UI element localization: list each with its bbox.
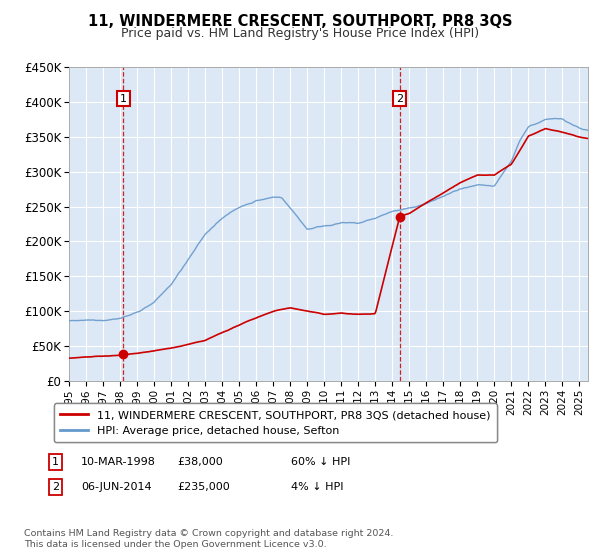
Text: 60% ↓ HPI: 60% ↓ HPI bbox=[291, 457, 350, 467]
Text: Contains HM Land Registry data © Crown copyright and database right 2024.
This d: Contains HM Land Registry data © Crown c… bbox=[24, 529, 394, 549]
Text: 11, WINDERMERE CRESCENT, SOUTHPORT, PR8 3QS: 11, WINDERMERE CRESCENT, SOUTHPORT, PR8 … bbox=[88, 14, 512, 29]
Text: 1: 1 bbox=[120, 94, 127, 104]
Text: 1: 1 bbox=[52, 457, 59, 467]
Text: Price paid vs. HM Land Registry's House Price Index (HPI): Price paid vs. HM Land Registry's House … bbox=[121, 27, 479, 40]
Text: 10-MAR-1998: 10-MAR-1998 bbox=[81, 457, 156, 467]
Text: 06-JUN-2014: 06-JUN-2014 bbox=[81, 482, 152, 492]
Text: 2: 2 bbox=[52, 482, 59, 492]
Legend: 11, WINDERMERE CRESCENT, SOUTHPORT, PR8 3QS (detached house), HPI: Average price: 11, WINDERMERE CRESCENT, SOUTHPORT, PR8 … bbox=[53, 403, 497, 442]
Text: 4% ↓ HPI: 4% ↓ HPI bbox=[291, 482, 343, 492]
Text: £235,000: £235,000 bbox=[177, 482, 230, 492]
Text: 2: 2 bbox=[396, 94, 403, 104]
Text: £38,000: £38,000 bbox=[177, 457, 223, 467]
